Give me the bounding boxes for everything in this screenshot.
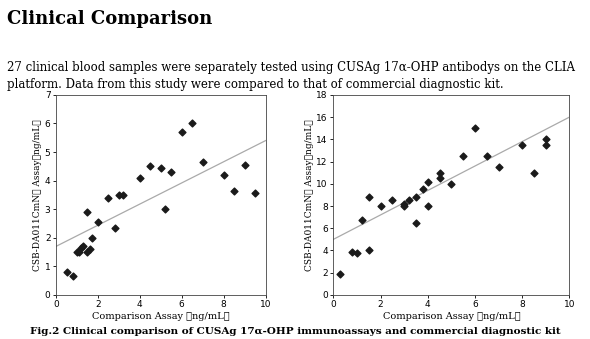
Point [447, 181, 456, 186]
X-axis label: Comparison Assay （ng/mL）: Comparison Assay （ng/mL） [92, 312, 230, 321]
Point [72, 250, 81, 255]
Point [77, 245, 86, 251]
Point [411, 195, 421, 200]
Point [219, 172, 228, 178]
Point [494, 164, 503, 170]
Point [114, 192, 124, 198]
Point [411, 220, 421, 225]
Point [110, 225, 119, 231]
Point [83, 210, 92, 215]
Point [517, 142, 527, 148]
Point [74, 250, 84, 255]
Point [399, 201, 409, 206]
Point [156, 165, 165, 171]
Point [435, 170, 444, 175]
Y-axis label: CSB-DA011CmN② Assay（ng/mL）: CSB-DA011CmN② Assay（ng/mL） [304, 119, 313, 271]
Point [188, 121, 197, 126]
Point [104, 195, 113, 200]
Point [423, 179, 432, 184]
Point [376, 203, 385, 209]
Point [404, 198, 414, 203]
Point [240, 162, 249, 168]
Point [348, 249, 357, 254]
Point [482, 153, 491, 159]
Text: Clinical Comparison: Clinical Comparison [7, 10, 212, 28]
Point [78, 244, 88, 249]
Point [364, 248, 373, 253]
Point [541, 137, 550, 142]
Point [357, 218, 366, 223]
Point [230, 188, 239, 193]
Point [250, 191, 260, 196]
Point [160, 206, 170, 212]
Point [423, 203, 432, 209]
Point [87, 235, 96, 240]
Point [146, 164, 155, 169]
Point [388, 198, 397, 203]
Point [198, 159, 208, 165]
Text: 27 clinical blood samples were separately tested using CUSAg 17α-OHP antibodys o: 27 clinical blood samples were separatel… [7, 61, 575, 91]
Point [119, 192, 128, 198]
Point [352, 250, 362, 255]
Point [135, 175, 145, 180]
Point [177, 129, 186, 135]
Point [62, 270, 71, 275]
Point [336, 271, 345, 277]
Point [541, 142, 550, 148]
Y-axis label: CSB-DA011CmN① Assay（ng/mL）: CSB-DA011CmN① Assay（ng/mL） [33, 119, 42, 271]
Point [418, 187, 428, 192]
Point [458, 153, 468, 159]
Point [435, 176, 444, 181]
Point [470, 125, 480, 131]
Point [85, 246, 94, 252]
Point [364, 195, 373, 200]
Point [68, 274, 77, 279]
Point [93, 219, 103, 225]
Text: Fig.2 Clinical comparison of CUSAg 17α-OHP immunoassays and commercial diagnosti: Fig.2 Clinical comparison of CUSAg 17α-O… [30, 326, 560, 336]
Point [399, 203, 409, 209]
X-axis label: Comparison Assay （ng/mL）: Comparison Assay （ng/mL） [382, 312, 520, 321]
Point [529, 170, 539, 175]
Point [83, 250, 92, 255]
Point [166, 170, 176, 175]
